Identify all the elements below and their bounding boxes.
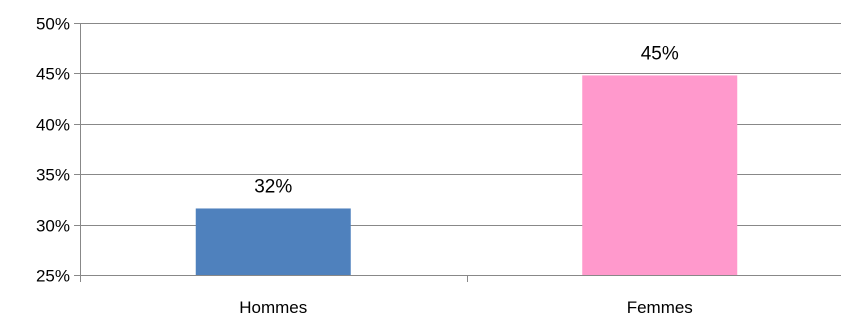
y-tick-label: 45% bbox=[36, 65, 70, 84]
x-tick-label: Hommes bbox=[239, 298, 307, 317]
bar-hommes bbox=[195, 208, 351, 275]
y-tick-labels: 25% 30% 35% 40% 45% 50% bbox=[36, 15, 70, 286]
axes bbox=[74, 23, 841, 282]
data-label: 45% bbox=[641, 43, 679, 64]
x-tick-labels: Hommes Femmes bbox=[239, 298, 693, 317]
data-label: 32% bbox=[254, 176, 292, 197]
plot-bars bbox=[195, 75, 738, 275]
bar-femmes bbox=[582, 75, 738, 275]
data-labels: 32% 45% bbox=[254, 43, 679, 197]
y-tick-label: 25% bbox=[36, 267, 70, 286]
x-tick-label: Femmes bbox=[627, 298, 693, 317]
y-tick-label: 30% bbox=[36, 217, 70, 236]
y-tick-label: 50% bbox=[36, 15, 70, 34]
y-tick-label: 35% bbox=[36, 166, 70, 185]
y-tick-label: 40% bbox=[36, 116, 70, 135]
